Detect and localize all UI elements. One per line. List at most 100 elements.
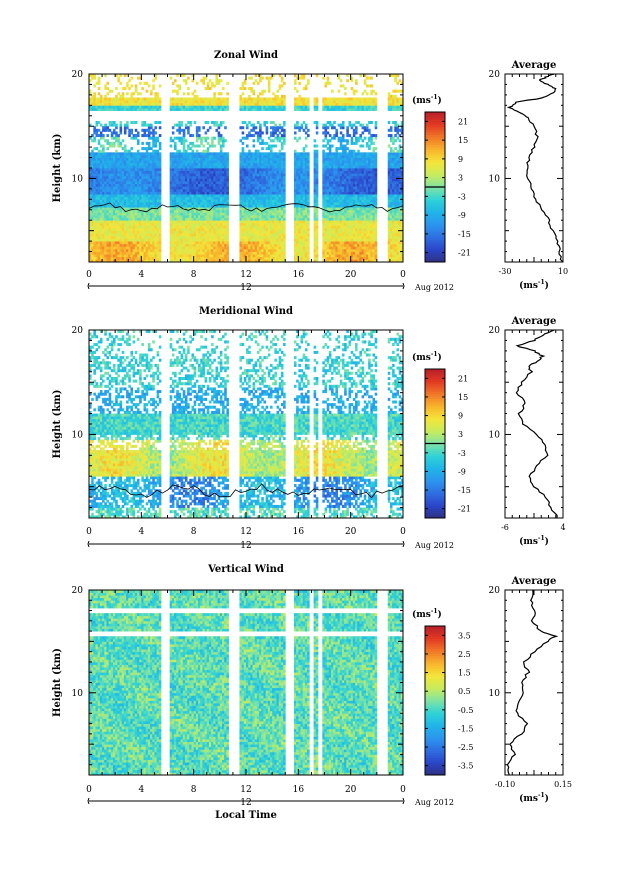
heatmap-cell <box>191 181 195 185</box>
heatmap-cell <box>322 183 325 187</box>
heatmap-cell <box>191 241 195 245</box>
heatmap-cell <box>296 178 299 182</box>
heatmap-cell <box>278 199 282 203</box>
heatmap-cell <box>184 251 188 255</box>
heatmap-cell <box>296 165 299 169</box>
heatmap-cell <box>106 215 110 219</box>
heatmap-cell <box>246 175 249 179</box>
heatmap-cell <box>208 201 212 205</box>
heatmap-cell <box>112 160 116 164</box>
heatmap-cell <box>222 136 225 140</box>
heatmap-cell <box>102 204 105 208</box>
heatmap-cell <box>115 196 118 200</box>
heatmap-cell <box>263 251 267 255</box>
heatmap-cell <box>302 102 306 106</box>
heatmap-cell <box>307 152 310 156</box>
heatmap-cell <box>141 220 144 224</box>
heatmap-cell <box>198 173 201 177</box>
heatmap-cell <box>189 256 192 260</box>
heatmap-cell <box>304 188 308 192</box>
heatmap-cell <box>154 235 157 239</box>
heatmap-cell <box>261 235 264 239</box>
heatmap-cell <box>263 225 267 229</box>
heatmap-cell <box>302 183 306 187</box>
heatmap-cell <box>304 123 308 127</box>
heatmap-cell <box>256 186 260 190</box>
heatmap-cell <box>123 259 127 263</box>
heatmap-cell <box>259 254 262 258</box>
heatmap-cell <box>313 248 317 252</box>
heatmap-cell <box>191 162 195 166</box>
heatmap-cell <box>252 212 256 216</box>
heatmap-cell <box>283 199 286 203</box>
heatmap-cell <box>178 256 181 260</box>
heatmap-cell <box>315 74 319 78</box>
heatmap-cell <box>217 225 221 229</box>
heatmap-cell <box>226 238 229 242</box>
heatmap-cell <box>296 259 299 263</box>
heatmap-cell <box>246 100 249 104</box>
heatmap-cell <box>226 235 229 239</box>
heatmap-cell <box>130 183 134 187</box>
heatmap-cell <box>152 181 155 185</box>
heatmap-cell <box>241 201 245 205</box>
heatmap-cell <box>300 178 304 182</box>
heatmap-cell <box>248 235 251 239</box>
heatmap-cell <box>112 141 116 145</box>
heatmap-cell <box>106 92 110 96</box>
heatmap-cell <box>206 209 210 213</box>
heatmap-cell <box>239 107 243 111</box>
heatmap-cell <box>293 209 297 213</box>
heatmap-cell <box>265 154 269 158</box>
heatmap-cell <box>276 102 280 106</box>
heatmap-cell <box>121 238 125 242</box>
heatmap-cell <box>263 157 267 161</box>
heatmap-cell <box>117 100 120 104</box>
heatmap-cell <box>193 175 197 179</box>
heatmap-cell <box>322 100 325 104</box>
heatmap-cell <box>178 186 181 190</box>
heatmap-cell <box>252 126 256 130</box>
heatmap-cell <box>176 238 179 242</box>
heatmap-cell <box>176 136 179 140</box>
heatmap-cell <box>145 100 149 104</box>
heatmap-cell <box>211 170 214 174</box>
heatmap-cell <box>274 243 277 247</box>
heatmap-cell <box>278 87 282 91</box>
heatmap-cell <box>283 207 286 211</box>
heatmap-cell <box>154 157 157 161</box>
heatmap-cell <box>178 178 181 182</box>
heatmap-cell <box>182 162 186 166</box>
heatmap-cell <box>302 196 306 200</box>
heatmap-cell <box>139 154 142 158</box>
heatmap-cell <box>99 144 103 148</box>
heatmap-cell <box>243 107 247 111</box>
heatmap-cell <box>278 215 282 219</box>
heatmap-cell <box>106 170 110 174</box>
heatmap-cell <box>178 139 181 143</box>
heatmap-cell <box>213 215 216 219</box>
heatmap-cell <box>134 241 138 245</box>
heatmap-cell <box>315 181 319 185</box>
heatmap-cell <box>136 188 140 192</box>
heatmap-cell <box>187 87 190 91</box>
heatmap-cell <box>154 131 157 135</box>
heatmap-cell <box>97 87 101 91</box>
heatmap-cell <box>91 201 94 205</box>
heatmap-cell <box>263 152 267 156</box>
heatmap-cell <box>178 220 181 224</box>
heatmap-cell <box>176 248 179 252</box>
heatmap-cell <box>276 241 280 245</box>
heatmap-cell <box>215 222 219 226</box>
heatmap-cell <box>182 173 186 177</box>
heatmap-cell <box>313 152 317 156</box>
heatmap-cell <box>187 92 190 96</box>
heatmap-cell <box>128 186 131 190</box>
heatmap-cell <box>169 97 173 101</box>
heatmap-cell <box>278 152 282 156</box>
heatmap-cell <box>195 105 199 109</box>
heatmap-cell <box>215 178 219 182</box>
heatmap-cell <box>304 170 308 174</box>
heatmap-cell <box>178 131 181 135</box>
heatmap-cell <box>322 225 325 229</box>
